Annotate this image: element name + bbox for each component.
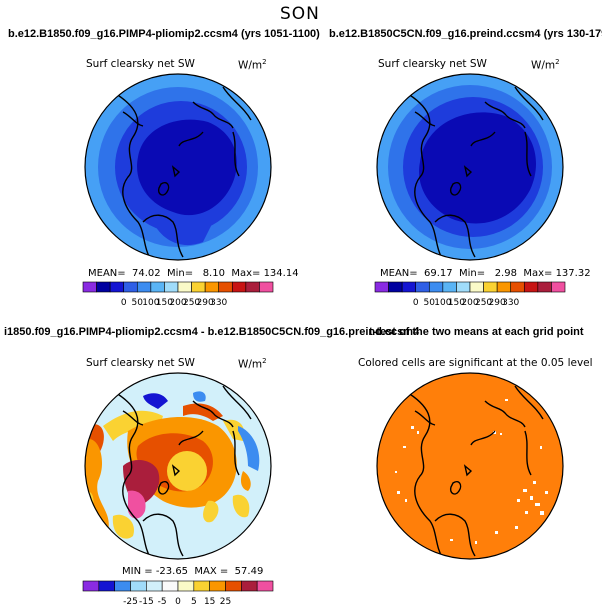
panel1-variable: Surf clearsky net SW [86,58,195,70]
panel1-title: b.e12.B1850.f09_g16.PIMP4-pliomip2.ccsm4… [8,28,320,40]
panel3-stats: MIN = -23.65 MAX = 57.49 [122,566,264,577]
colorbar-swatch [245,281,260,293]
panel4-coastlines [404,385,544,559]
colorbar-tick-label: 150 [156,298,173,308]
colorbar-tick-label: 15 [204,597,215,607]
colorbar-tick-label: 330 [502,298,519,308]
colorbar-swatch [136,281,152,293]
panel3-polar-map [84,372,272,560]
panel1-stats: MEAN= 74.02 Min= 8.10 Max= 134.14 [88,268,299,279]
colorbar-tick-label: 50 [424,298,436,308]
colorbar-tick-label: 290 [197,298,214,308]
panel3-variable: Surf clearsky net SW [86,357,195,369]
colorbar-swatch [469,281,484,293]
colorbar-swatch [401,281,417,293]
panel3-title: i1850.f09_g16.PIMP4-pliomip2.ccsm4 - b.e… [4,326,420,338]
colorbar-tick-label: 0 [121,298,127,308]
colorbar-swatch [82,580,100,592]
colorbar-tick-label: 150 [448,298,465,308]
colorbar-swatch [415,281,430,293]
colorbar-tick-label: 100 [142,298,159,308]
colorbar-tick-label: 250 [183,298,200,308]
colorbar-tick-label: 200 [169,298,186,308]
colorbar-tick-label: 250 [475,298,492,308]
colorbar-swatch [241,580,258,592]
page-title: SON [280,4,320,24]
panel2-map-border [376,73,564,261]
panel3-units: W/m2 [238,357,267,371]
panel2-polar-map [376,73,564,261]
panel1-map-border [84,73,272,261]
panel4-significant-field [377,373,563,559]
panel2-coastlines [404,86,544,260]
panel1-units: W/m2 [238,58,267,72]
colorbar-swatch [442,281,457,293]
colorbar-swatch [256,580,274,592]
colorbar-swatch [523,281,539,293]
colorbar-tick-label: 100 [434,298,451,308]
colorbar-swatch [123,281,138,293]
colorbar-swatch [218,281,233,293]
panel3-field-max [128,490,146,519]
panel1-polar-map [84,73,272,261]
panel3-coastlines [112,385,252,559]
colorbar-swatch [209,580,226,592]
colorbar-swatch [130,580,147,592]
panel2-title: b.e12.B1850C5CN.f09_g16.preind.ccsm4 (yr… [329,28,602,40]
colorbar-swatch [225,580,242,592]
colorbar-swatch [388,281,403,293]
colorbar-tick-label: 50 [132,298,144,308]
panel4-title: t-test of the two means at each grid poi… [369,326,584,338]
colorbar-swatch [150,281,165,293]
colorbar-swatch [114,580,131,592]
colorbar-tick-label: 0 [413,298,419,308]
colorbar-swatch [109,281,125,293]
colorbar-tick-label: -15 [139,597,154,607]
panel4-map-border [376,372,564,560]
panel2-stats: MEAN= 69.17 Min= 2.98 Max= 137.32 [380,268,591,279]
colorbar-swatch [98,580,115,592]
colorbar-swatch [177,580,195,592]
colorbar-swatch [164,281,179,293]
panel3-map-border [84,372,272,560]
colorbar-tick-label: -25 [123,597,138,607]
colorbar-swatch [231,281,247,293]
colorbar-swatch [177,281,192,293]
panel2-units: W/m2 [531,58,560,72]
panel1-field-core [137,119,237,216]
colorbar-swatch [483,281,498,293]
colorbar-tick-label: 5 [191,597,197,607]
panel3-colorbar: -25 -15 -5 0 5 15 25 [82,580,274,607]
panel2-variable: Surf clearsky net SW [378,58,487,70]
colorbar-swatch [193,580,210,592]
colorbar-swatch [204,281,220,293]
colorbar-swatch [191,281,206,293]
colorbar-swatch [374,281,389,293]
colorbar-swatch [456,281,471,293]
colorbar-tick-label: 25 [220,597,231,607]
colorbar-swatch [82,281,97,293]
panel4-polar-map [376,372,564,560]
panel1-coastlines [112,86,252,260]
colorbar-swatch [259,281,274,293]
colorbar-swatch [161,580,179,592]
colorbar-swatch [496,281,512,293]
colorbar-tick-label: -5 [158,597,167,607]
colorbar-swatch [96,281,111,293]
panel4-subtitle: Colored cells are significant at the 0.0… [358,357,593,369]
colorbar-swatch [428,281,444,293]
colorbar-swatch [551,281,566,293]
colorbar-swatch [537,281,552,293]
panel2-field-core [419,112,537,224]
colorbar-tick-label: 330 [210,298,227,308]
colorbar-swatch [146,580,163,592]
colorbar-swatch [510,281,525,293]
colorbar-tick-label: 290 [489,298,506,308]
colorbar-tick-label: 0 [175,597,181,607]
colorbar-tick-label: 200 [461,298,478,308]
